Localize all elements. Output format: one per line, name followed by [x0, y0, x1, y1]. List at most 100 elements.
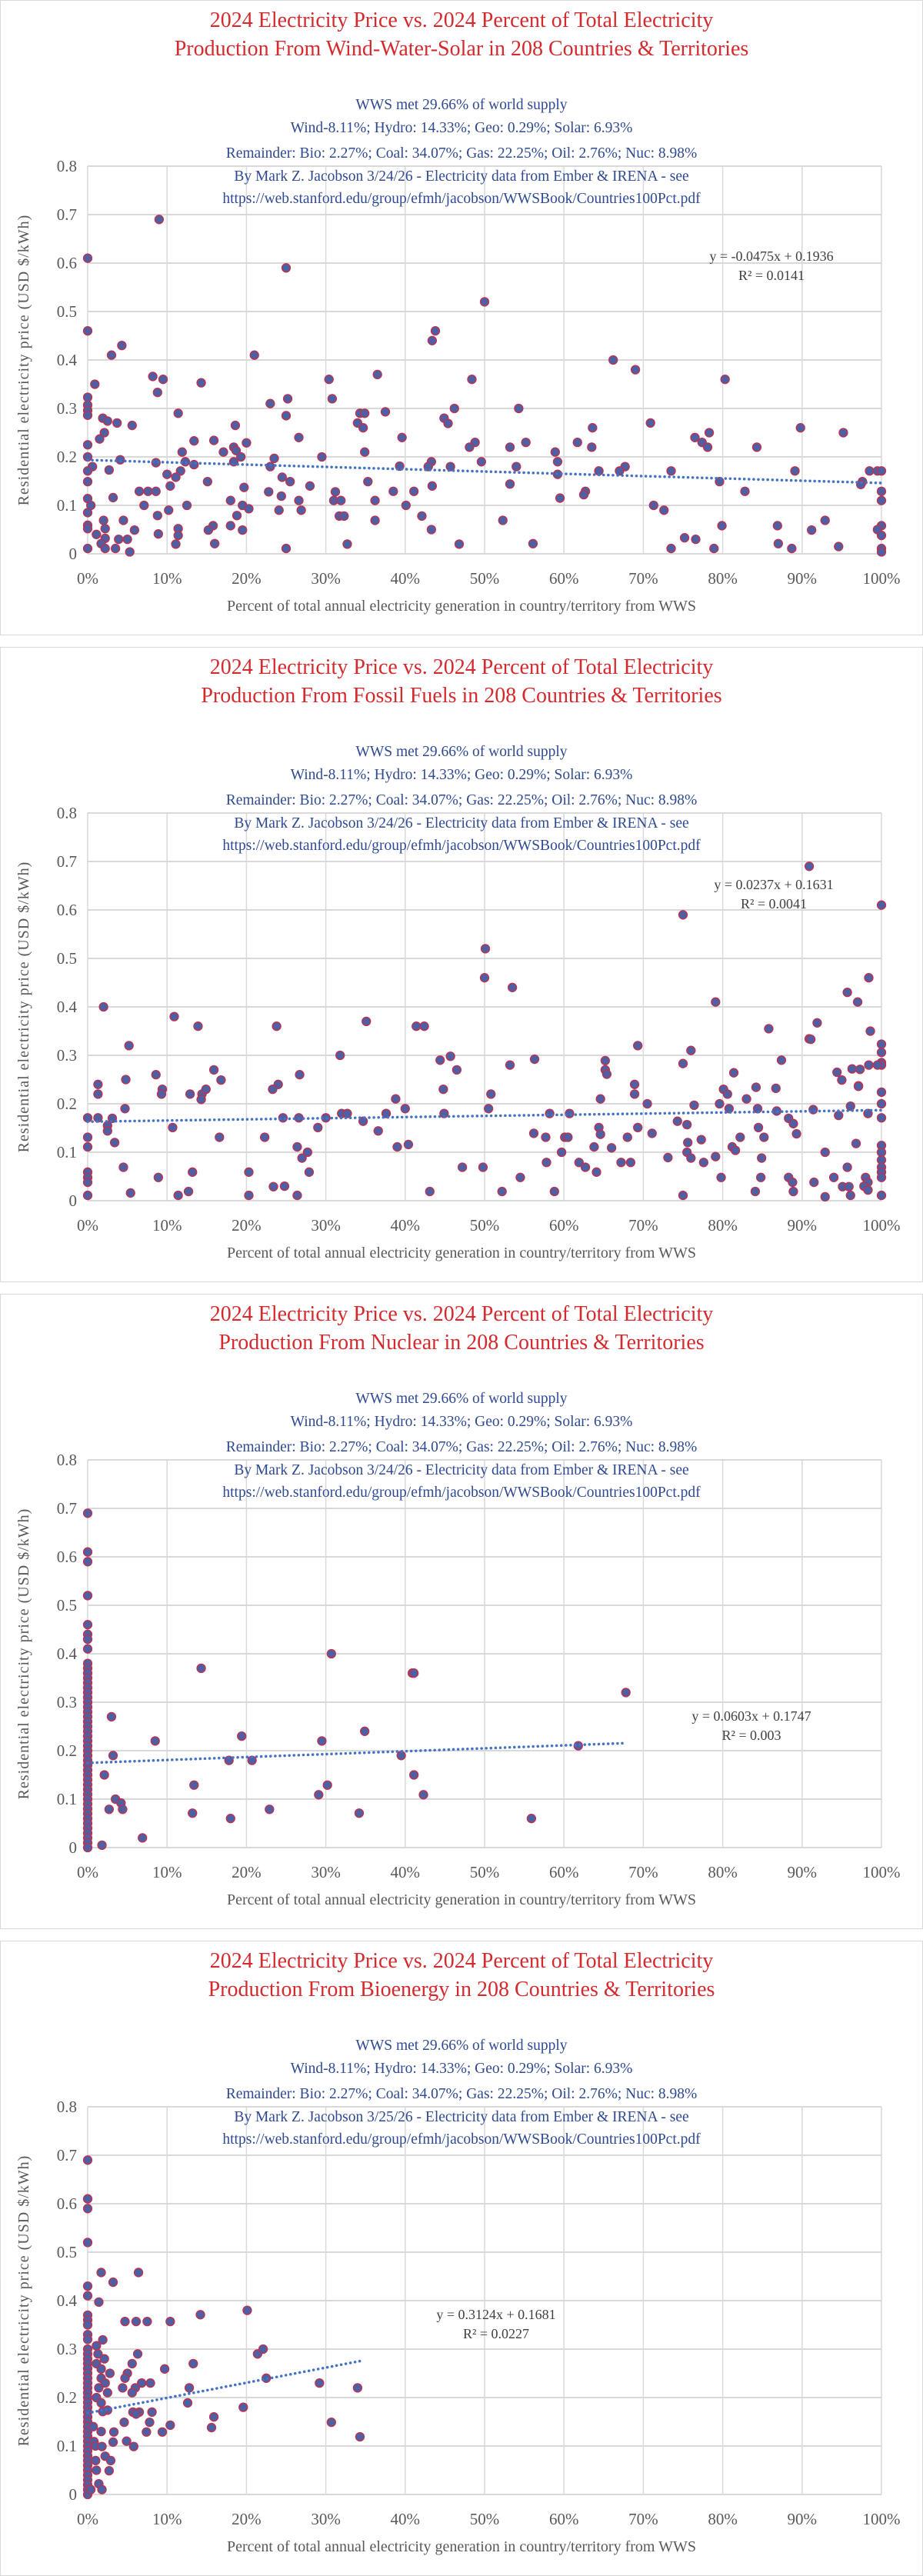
data-point [711, 1151, 721, 1161]
data-point [550, 447, 560, 457]
data-point [647, 1128, 657, 1138]
y-tick-label: 0.4 [57, 351, 78, 369]
x-tick-label: 40% [391, 2510, 421, 2528]
data-point [244, 1167, 254, 1177]
data-point [82, 2155, 93, 2165]
data-point [169, 1011, 179, 1021]
data-point [127, 2358, 137, 2369]
data-point [529, 1054, 540, 1065]
data-point [479, 973, 490, 983]
data-point [184, 2383, 195, 2393]
y-tick-label: 0.8 [57, 157, 77, 175]
data-point [409, 1668, 419, 1678]
data-point [591, 1167, 601, 1177]
data-point [317, 452, 327, 462]
data-point [98, 515, 108, 525]
data-point [82, 508, 93, 518]
data-point [621, 1688, 631, 1698]
data-point [120, 1104, 130, 1114]
y-tick-label: 0.5 [57, 1596, 77, 1615]
data-point [82, 1547, 93, 1557]
data-point [99, 2354, 109, 2364]
data-point [772, 521, 782, 531]
data-point [417, 511, 427, 522]
chart-title: Production From Fossil Fuels in 208 Coun… [201, 684, 721, 708]
data-point [711, 997, 721, 1007]
data-point [360, 447, 370, 457]
data-point [82, 410, 93, 420]
data-point [425, 1186, 435, 1197]
data-point [600, 1055, 611, 1066]
data-point [391, 1094, 401, 1104]
data-point [842, 1162, 852, 1172]
data-point [755, 1172, 766, 1182]
data-point [202, 476, 212, 487]
data-point [838, 428, 848, 438]
data-point [686, 1153, 696, 1163]
chart-subtitle-line: By Mark Z. Jacobson 3/24/26 - Electricit… [234, 1462, 688, 1478]
data-point [117, 340, 127, 351]
y-axis-label: Residential electricity price (USD $/kWh… [15, 861, 32, 1153]
data-point [355, 2431, 365, 2442]
data-point [403, 1139, 414, 1150]
data-point [771, 1083, 781, 1093]
chart-title: 2024 Electricity Price vs. 2024 Percent … [210, 8, 714, 32]
data-point [788, 1186, 798, 1197]
data-point [541, 1132, 551, 1142]
data-point [426, 525, 437, 535]
data-point [381, 1108, 392, 1118]
data-point [121, 1075, 131, 1085]
data-point [165, 481, 175, 491]
data-point [127, 2388, 137, 2398]
data-point [511, 462, 521, 472]
data-point [788, 1177, 798, 1188]
data-point [616, 1158, 626, 1168]
data-point [528, 538, 538, 548]
data-point [82, 253, 93, 263]
data-point [313, 1122, 323, 1133]
x-tick-label: 0% [77, 1863, 98, 1881]
data-point [418, 1790, 428, 1800]
data-point [216, 1075, 226, 1085]
data-point [295, 1070, 305, 1080]
y-tick-label: 0.4 [57, 2291, 78, 2310]
data-point [120, 2316, 130, 2327]
data-point [96, 2364, 106, 2374]
data-point [279, 1181, 290, 1191]
x-tick-label: 100% [863, 1863, 901, 1881]
data-point [521, 437, 531, 448]
data-point [132, 2349, 143, 2359]
trendline-equation: y = 0.3124x + 0.1681 [436, 2307, 555, 2322]
x-tick-label: 80% [708, 2510, 738, 2528]
data-point [104, 465, 115, 475]
data-point [479, 297, 490, 307]
data-point [872, 1060, 882, 1070]
data-point [302, 1147, 313, 1158]
data-point [82, 440, 93, 450]
data-point [690, 432, 700, 442]
x-tick-label: 50% [470, 1216, 500, 1235]
data-point [715, 476, 725, 487]
data-point [97, 1840, 107, 1850]
data-point [106, 350, 117, 360]
data-point [196, 1663, 206, 1674]
data-point [100, 543, 110, 554]
chart-title: 2024 Electricity Price vs. 2024 Percent … [210, 655, 714, 679]
data-point [285, 476, 295, 487]
data-point [809, 1177, 819, 1188]
data-point [370, 515, 380, 525]
data-point [820, 515, 830, 525]
data-point [242, 2305, 252, 2315]
trendline-r-squared: R² = 0.0041 [741, 896, 807, 911]
y-tick-label: 0.7 [57, 852, 77, 871]
data-point [845, 1190, 855, 1201]
data-point [100, 524, 110, 534]
data-point [812, 1018, 822, 1028]
data-point [100, 2378, 110, 2388]
x-tick-label: 90% [788, 1216, 818, 1235]
data-point [853, 1081, 864, 1091]
data-point [128, 2441, 139, 2451]
data-point [281, 411, 292, 421]
data-point [104, 2465, 115, 2476]
data-point [324, 375, 334, 385]
